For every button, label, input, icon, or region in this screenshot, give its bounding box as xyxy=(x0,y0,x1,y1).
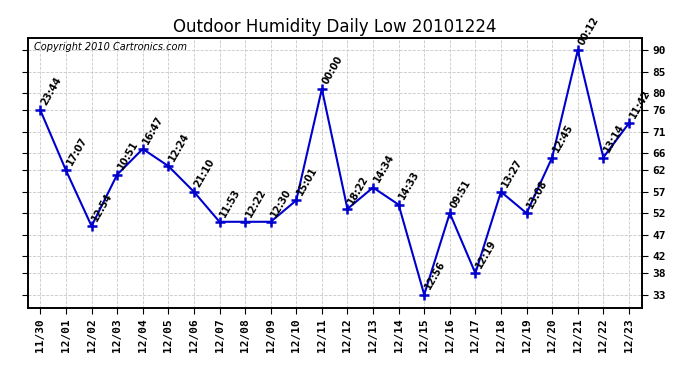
Text: 17:07: 17:07 xyxy=(65,135,89,167)
Text: 09:51: 09:51 xyxy=(448,178,473,210)
Text: 15:01: 15:01 xyxy=(295,165,319,197)
Text: 00:12: 00:12 xyxy=(576,15,600,47)
Text: 12:19: 12:19 xyxy=(474,238,498,270)
Text: 12:45: 12:45 xyxy=(551,123,575,154)
Text: 12:24: 12:24 xyxy=(167,131,191,163)
Text: 21:10: 21:10 xyxy=(193,157,217,189)
Text: 12:54: 12:54 xyxy=(90,191,115,223)
Text: 14:34: 14:34 xyxy=(372,153,396,184)
Text: 13:27: 13:27 xyxy=(500,157,524,189)
Text: Copyright 2010 Cartronics.com: Copyright 2010 Cartronics.com xyxy=(34,42,187,51)
Text: 23:44: 23:44 xyxy=(39,75,63,107)
Text: 12:56: 12:56 xyxy=(423,260,447,291)
Title: Outdoor Humidity Daily Low 20101224: Outdoor Humidity Daily Low 20101224 xyxy=(173,18,496,36)
Text: 12:22: 12:22 xyxy=(244,187,268,219)
Text: 00:00: 00:00 xyxy=(320,54,344,86)
Text: 10:51: 10:51 xyxy=(116,140,140,171)
Text: 13:14: 13:14 xyxy=(602,123,626,154)
Text: 18:22: 18:22 xyxy=(346,174,371,206)
Text: 13:08: 13:08 xyxy=(525,178,549,210)
Text: 12:30: 12:30 xyxy=(269,187,293,219)
Text: 16:47: 16:47 xyxy=(141,114,166,146)
Text: 11:53: 11:53 xyxy=(218,187,242,219)
Text: 14:33: 14:33 xyxy=(397,170,422,201)
Text: 11:42: 11:42 xyxy=(627,88,651,120)
